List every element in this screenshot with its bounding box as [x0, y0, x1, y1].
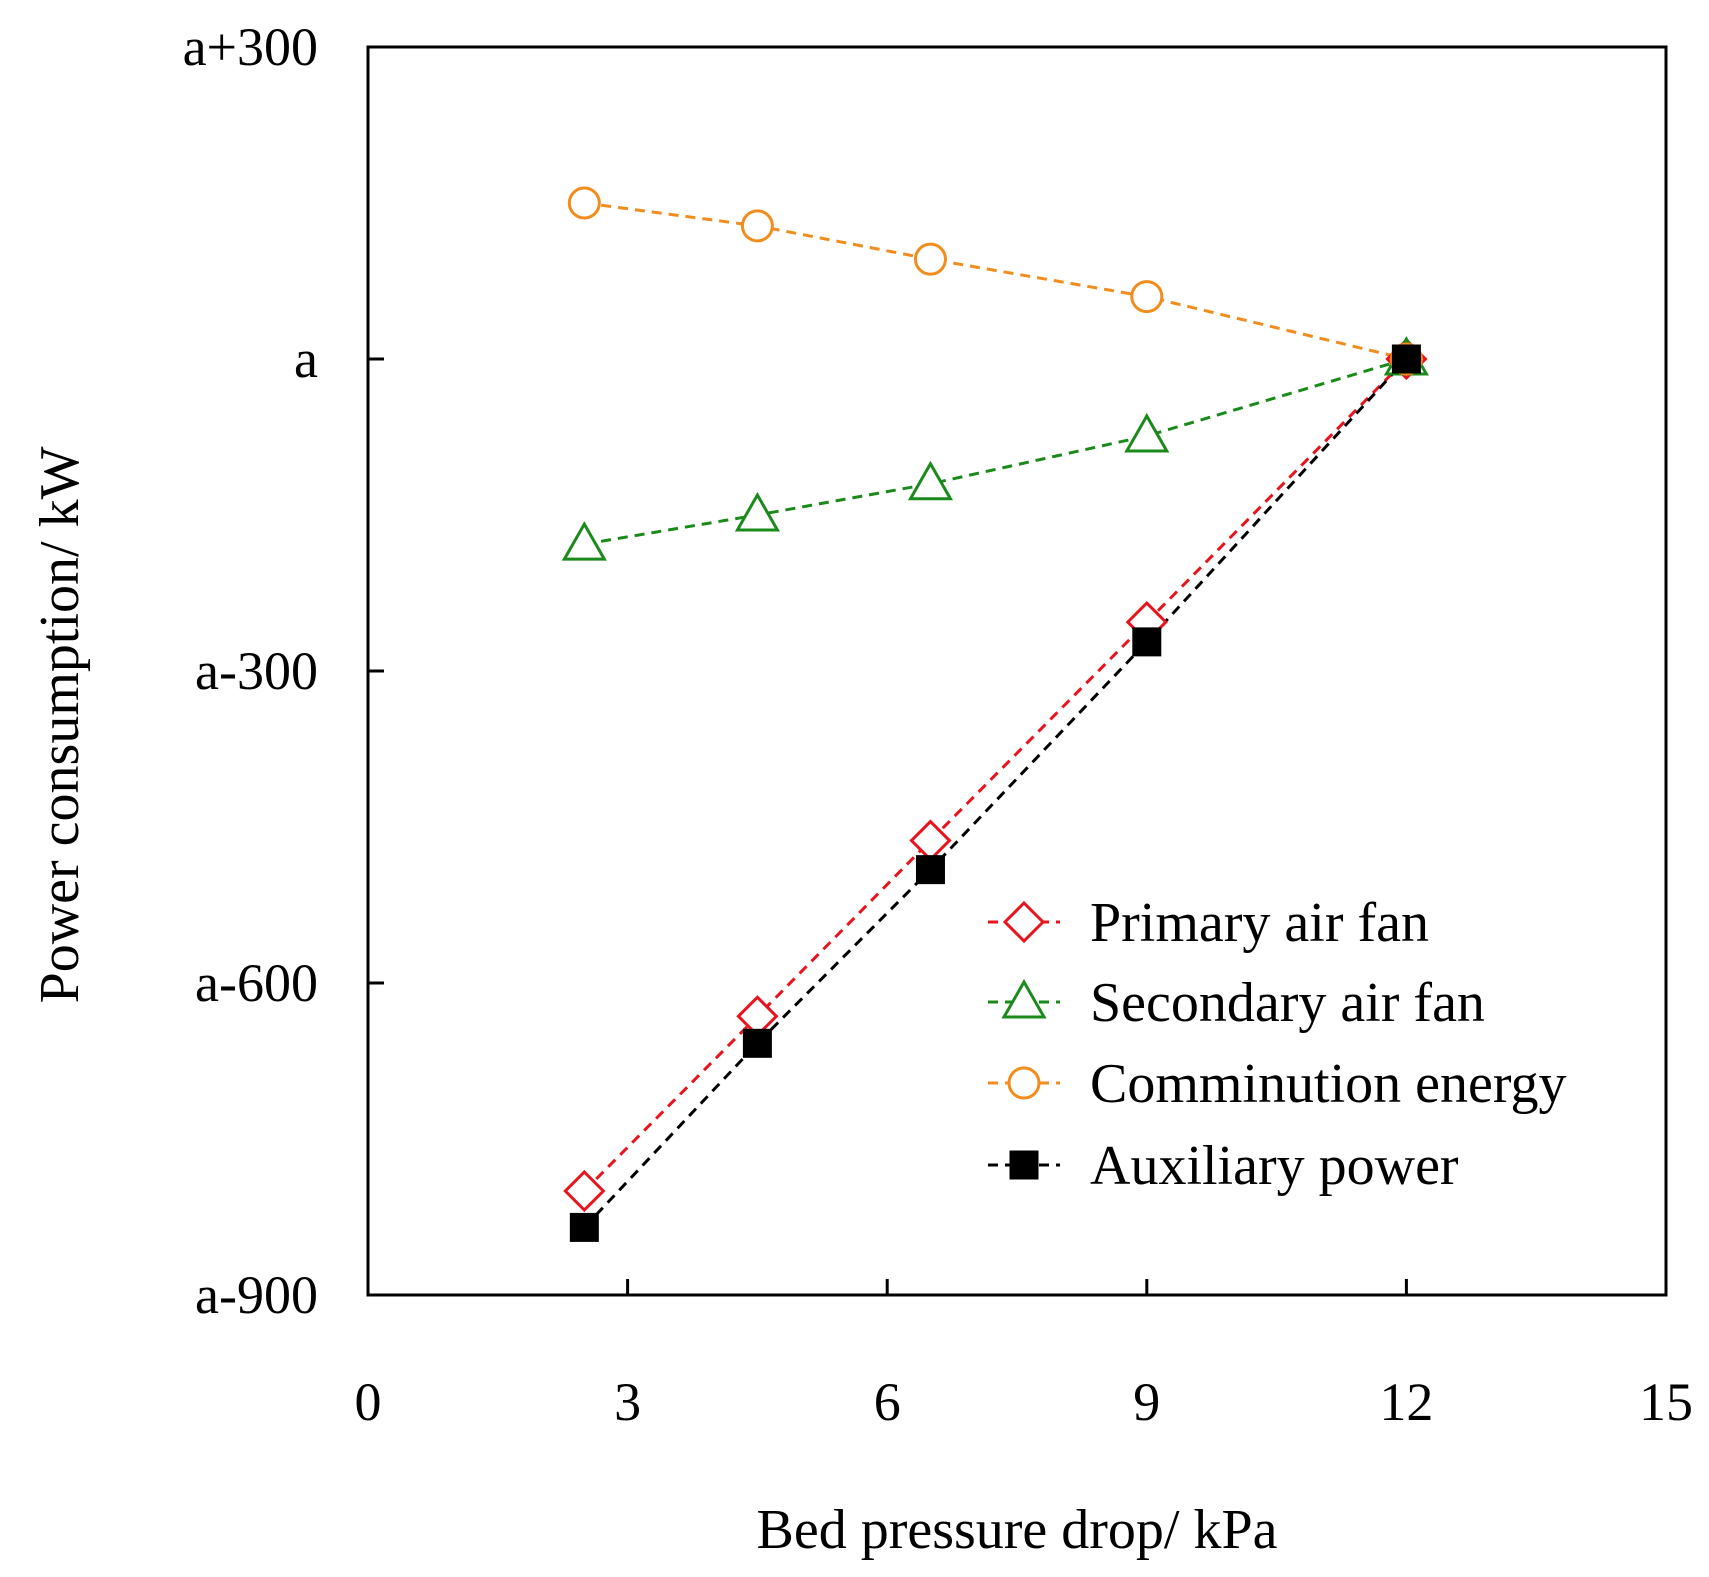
data-point — [740, 209, 774, 243]
series-line — [583, 357, 1408, 1193]
series-layer — [561, 186, 1429, 1242]
x-tick-label: 3 — [614, 1372, 641, 1432]
series-line — [584, 357, 1407, 546]
x-tick-label: 9 — [1133, 1372, 1160, 1432]
x-tick-label: 12 — [1379, 1372, 1433, 1432]
data-point — [734, 491, 780, 532]
data-point — [1124, 412, 1170, 453]
y-axis-title: Power consumption/ kW — [29, 446, 91, 1003]
data-point — [742, 1028, 772, 1058]
legend-label: Primary air fan — [1090, 892, 1429, 954]
y-tick-label: a-900 — [195, 1265, 318, 1325]
legend-label: Secondary air fan — [1090, 972, 1485, 1034]
data-point — [907, 460, 954, 501]
series-secondary-air-fan — [584, 357, 1407, 546]
data-point — [567, 186, 601, 220]
legend-label: Comminution energy — [1090, 1053, 1567, 1115]
legend-entry-auxiliary-power: Auxiliary power — [988, 1135, 1459, 1197]
legend-entry-comminution-energy: Comminution energy — [988, 1053, 1567, 1115]
data-point — [1130, 280, 1164, 314]
legend-marker — [1007, 1066, 1041, 1100]
series-line — [584, 201, 1407, 361]
x-tick-label: 0 — [355, 1372, 382, 1432]
data-point — [915, 855, 945, 885]
legend-label: Auxiliary power — [1090, 1135, 1459, 1197]
y-axis-ticks: a-900 a-600 a-300 a a+300 — [183, 17, 384, 1325]
markers-auxiliary-power — [569, 344, 1421, 1242]
y-tick-label: a — [294, 329, 318, 389]
data-point — [1391, 344, 1421, 374]
series-primary-air-fan — [583, 357, 1408, 1193]
y-tick-label: a-300 — [195, 641, 318, 701]
series-comminution-energy — [584, 201, 1407, 361]
x-tick-label: 6 — [874, 1372, 901, 1432]
legend: Primary air fan Secondary air fan Comminut… — [988, 892, 1567, 1197]
data-point — [1132, 627, 1162, 657]
legend-entry-secondary-air-fan: Secondary air fan — [988, 972, 1485, 1034]
x-tick-label: 15 — [1639, 1372, 1693, 1432]
legend-marker — [1002, 900, 1046, 944]
x-axis-title: Bed pressure drop/ kPa — [756, 1499, 1277, 1561]
legend-marker — [1009, 1150, 1039, 1180]
data-point — [913, 242, 947, 276]
y-tick-label: a-600 — [195, 953, 318, 1013]
legend-marker — [1001, 978, 1047, 1019]
data-point — [563, 1169, 606, 1213]
data-point — [569, 1212, 599, 1242]
data-point — [561, 521, 607, 561]
markers-comminution-energy — [567, 186, 1423, 376]
y-tick-label: a+300 — [183, 17, 318, 77]
markers-secondary-air-fan — [561, 335, 1429, 561]
x-axis-ticks: 0 3 6 9 12 15 — [355, 1279, 1693, 1432]
legend-entry-primary-air-fan: Primary air fan — [988, 892, 1429, 954]
